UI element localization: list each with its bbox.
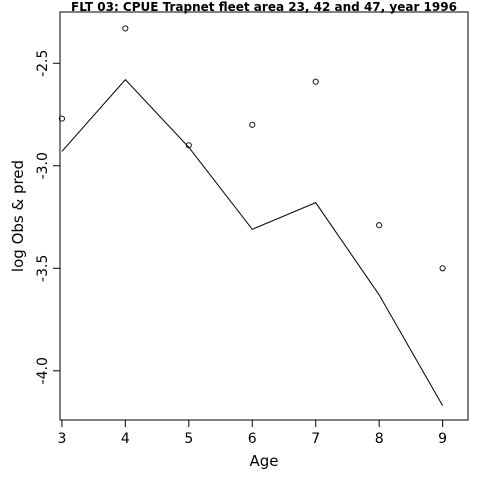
x-axis: 3 4 5 6 7 8 9 <box>57 420 447 447</box>
x-tick-label: 8 <box>375 431 384 447</box>
observed-point <box>312 78 319 85</box>
y-axis: -4.0 -3.5 -3.0 -2.5 <box>35 50 60 384</box>
x-tick-label: 6 <box>248 431 257 447</box>
y-tick-label: -4.0 <box>35 357 51 384</box>
x-axis-label: Age <box>249 452 278 470</box>
y-tick-label: -3.0 <box>35 152 51 179</box>
observed-point <box>185 142 192 149</box>
x-tick-label: 9 <box>438 431 447 447</box>
x-tick-label: 7 <box>311 431 320 447</box>
observed-point <box>249 121 256 128</box>
observed-points <box>58 25 446 272</box>
chart-title: FLT 03: CPUE Trapnet fleet area 23, 42 a… <box>71 0 457 14</box>
x-tick-label: 4 <box>121 431 130 447</box>
observed-point <box>58 115 65 122</box>
observed-point <box>376 222 383 229</box>
observed-point <box>439 265 446 272</box>
predicted-line <box>61 78 444 406</box>
y-axis-label: log Obs & pred <box>9 160 27 272</box>
y-tick-label: -3.5 <box>35 255 51 282</box>
observed-point <box>122 25 129 32</box>
x-tick-label: 3 <box>57 431 66 447</box>
y-tick-label: -2.5 <box>35 50 51 77</box>
plot-frame <box>59 11 469 421</box>
x-tick-label: 5 <box>184 431 193 447</box>
